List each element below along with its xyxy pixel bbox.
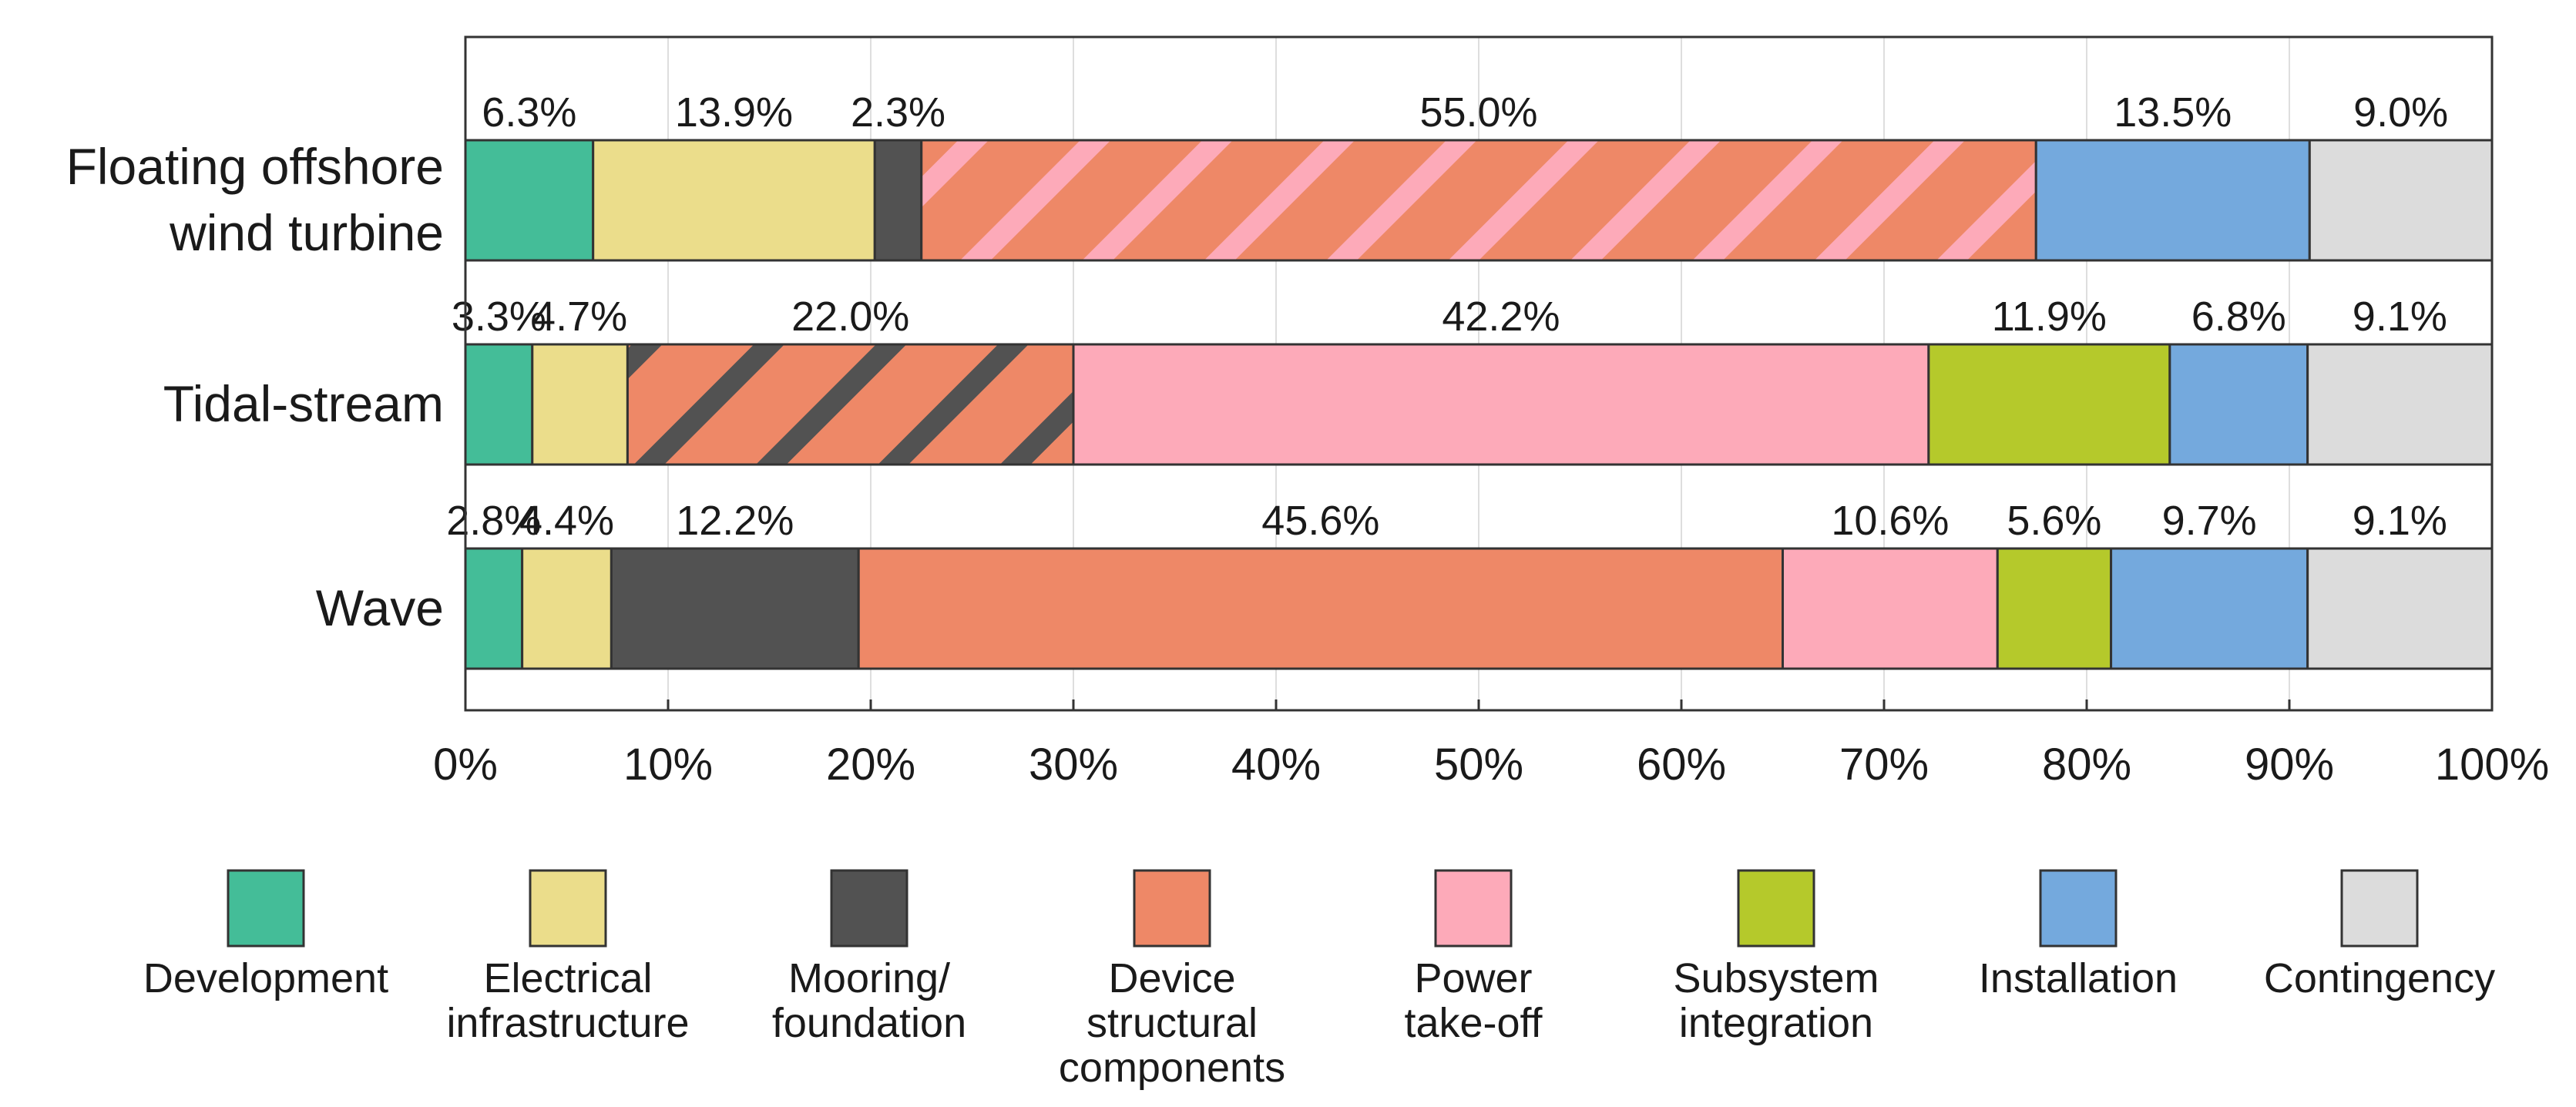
segment-label: 9.7%: [2162, 498, 2257, 544]
legend-label-pto: take-off: [1404, 1000, 1543, 1046]
legend-label-subsystem: integration: [1679, 1000, 1873, 1046]
bar-segment: [857, 547, 1784, 670]
segment-label: 55.0%: [1419, 89, 1537, 136]
segment-label: 12.2%: [676, 498, 794, 544]
bar-segment: [1072, 343, 1930, 466]
bar-segment: [1996, 547, 2113, 670]
segment-label: 42.2%: [1442, 294, 1560, 340]
segment-value-labels: 6.3% 13.9% 2.3% 55.0% 13.5% 9.0% 3.3%4.7% 22.0%…: [446, 89, 2448, 544]
segment-label: 2.8%: [446, 498, 541, 544]
bar-segment: [610, 547, 860, 670]
segment-label: 9.0%: [2353, 89, 2448, 136]
bar-segment: [2110, 547, 2309, 670]
legend-label-installation: Installation: [1979, 955, 2178, 1001]
segment-label: 10.6%: [1831, 498, 1949, 544]
legend-label-electrical: Electrical: [483, 955, 652, 1001]
legend-label-structural: structural: [1086, 1000, 1258, 1046]
segment-label: 4.4%: [519, 498, 614, 544]
x-tick-label: 30%: [1029, 740, 1118, 790]
legend-label-development: Development: [143, 955, 388, 1001]
segment-label: 9.1%: [2353, 294, 2447, 340]
bar-segment: [920, 139, 2037, 262]
bar-segment: [2034, 139, 2311, 262]
bar-segment: [592, 139, 876, 262]
segment-label: 5.6%: [2007, 498, 2101, 544]
bar-segment: [2308, 139, 2494, 262]
segment-label: 6.3%: [482, 89, 576, 136]
segment-label: 9.1%: [2353, 498, 2447, 544]
legend-swatch-electrical: [529, 869, 607, 948]
x-tick-label: 0%: [433, 740, 498, 790]
bars: [464, 139, 2494, 670]
segment-label: 13.9%: [675, 89, 793, 136]
legend-swatch-subsystem: [1737, 869, 1815, 948]
x-tick-label: 80%: [2042, 740, 2131, 790]
legend-label-mooring: foundation: [772, 1000, 966, 1046]
x-tick-label: 100%: [2435, 740, 2549, 790]
legend-swatch-installation: [2039, 869, 2118, 948]
category-label: Floating offshore: [66, 138, 444, 195]
bar-segment: [521, 547, 613, 670]
legend-swatch-contingency: [2340, 869, 2419, 948]
category-label: wind turbine: [169, 204, 444, 261]
x-tick-label: 90%: [2245, 740, 2334, 790]
x-tick-label: 10%: [623, 740, 713, 790]
legend-label-subsystem: Subsystem: [1673, 955, 1879, 1001]
category-label: Tidal-stream: [163, 375, 444, 432]
segment-label: 6.8%: [2191, 294, 2286, 340]
category-label: Wave: [316, 579, 444, 636]
bar-segment: [2306, 547, 2494, 670]
bar-segment: [626, 343, 1075, 466]
bar-segment: [1782, 547, 1999, 670]
bar-segment: [464, 343, 534, 466]
bar-segment: [1927, 343, 2171, 466]
bar-segment: [2306, 343, 2494, 466]
segment-label: 3.3%: [452, 294, 546, 340]
legend-swatch-mooring: [830, 869, 908, 948]
x-tick-label: 40%: [1231, 740, 1321, 790]
bar-segment: [873, 139, 923, 262]
bar-segment: [464, 547, 524, 670]
legend-swatch-development: [227, 869, 305, 948]
legend-label-pto: Power: [1414, 955, 1532, 1001]
x-axis: 0% 10% 20% 30% 40% 50% 60% 70% 80% 90% 100%: [433, 35, 2549, 790]
segment-label: 4.7%: [532, 294, 627, 340]
bar-segment: [531, 343, 629, 466]
bar-segment: [464, 139, 595, 262]
segment-label: 11.9%: [1992, 294, 2107, 340]
segment-label: 22.0%: [791, 294, 909, 340]
legend-swatch-structural: [1133, 869, 1211, 948]
x-tick-label: 50%: [1434, 740, 1523, 790]
x-tick-label: 70%: [1839, 740, 1929, 790]
legend-label-mooring: Mooring/: [788, 955, 950, 1001]
segment-label: 13.5%: [2114, 89, 2232, 136]
category-labels: Floating offshore wind turbine Tidal-strea…: [66, 138, 444, 636]
legend-label-electrical: infrastructure: [446, 1000, 689, 1046]
x-tick-label: 60%: [1637, 740, 1726, 790]
legend-label-contingency: Contingency: [2264, 955, 2495, 1001]
legend-label-structural: Device: [1108, 955, 1235, 1001]
x-tick-label: 20%: [826, 740, 915, 790]
legend-label-structural: components: [1059, 1045, 1285, 1091]
bar-segment: [2168, 343, 2309, 466]
segment-label: 2.3%: [851, 89, 945, 136]
segment-label: 45.6%: [1261, 498, 1379, 544]
legend-swatch-pto: [1434, 869, 1513, 948]
